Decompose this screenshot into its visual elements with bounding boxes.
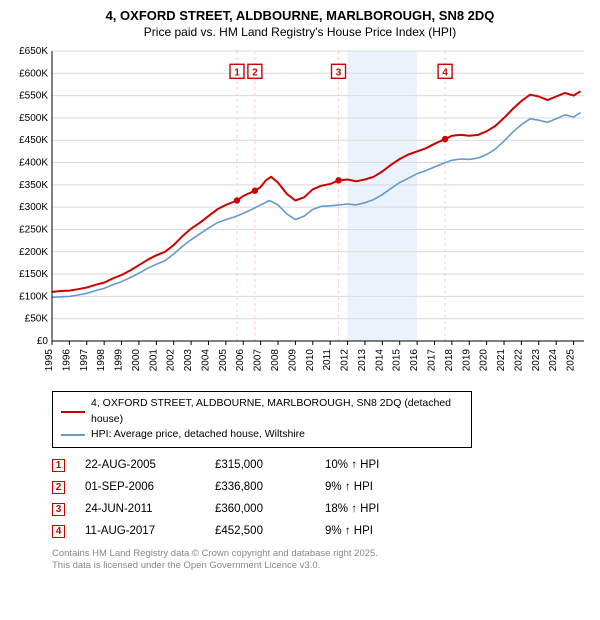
sales-row: 3 24-JUN-2011 £360,000 18% ↑ HPI bbox=[52, 498, 590, 520]
sale-marker-icon: 2 bbox=[52, 481, 65, 494]
footnote: Contains HM Land Registry data © Crown c… bbox=[52, 548, 590, 573]
sale-diff: 9% ↑ HPI bbox=[325, 481, 415, 493]
svg-text:2020: 2020 bbox=[479, 348, 490, 371]
svg-text:2003: 2003 bbox=[183, 348, 194, 371]
sales-row: 2 01-SEP-2006 £336,800 9% ↑ HPI bbox=[52, 476, 590, 498]
svg-text:£350K: £350K bbox=[19, 180, 48, 191]
svg-text:2018: 2018 bbox=[444, 348, 455, 371]
svg-text:£300K: £300K bbox=[19, 202, 48, 213]
svg-text:4: 4 bbox=[442, 67, 448, 78]
svg-text:2022: 2022 bbox=[513, 348, 524, 371]
footnote-line1: Contains HM Land Registry data © Crown c… bbox=[52, 548, 590, 560]
svg-text:2023: 2023 bbox=[531, 348, 542, 371]
svg-text:2: 2 bbox=[252, 67, 258, 78]
sale-date: 11-AUG-2017 bbox=[85, 525, 195, 537]
svg-text:£100K: £100K bbox=[19, 291, 48, 302]
svg-text:2014: 2014 bbox=[374, 348, 385, 371]
svg-text:2000: 2000 bbox=[131, 348, 142, 371]
legend: 4, OXFORD STREET, ALDBOURNE, MARLBOROUGH… bbox=[52, 391, 472, 448]
legend-swatch-hpi bbox=[61, 434, 85, 436]
svg-text:2001: 2001 bbox=[148, 348, 159, 371]
sale-date: 22-AUG-2005 bbox=[85, 459, 195, 471]
svg-text:2013: 2013 bbox=[357, 348, 368, 371]
svg-text:2010: 2010 bbox=[305, 348, 316, 371]
svg-text:£450K: £450K bbox=[19, 135, 48, 146]
footnote-line2: This data is licensed under the Open Gov… bbox=[52, 560, 590, 572]
svg-text:2006: 2006 bbox=[235, 348, 246, 371]
sales-table: 1 22-AUG-2005 £315,000 10% ↑ HPI 2 01-SEP-200… bbox=[52, 454, 590, 542]
svg-text:£650K: £650K bbox=[19, 46, 48, 57]
svg-text:3: 3 bbox=[336, 67, 342, 78]
sale-marker-icon: 3 bbox=[52, 503, 65, 516]
svg-text:2002: 2002 bbox=[166, 348, 177, 371]
legend-row-hpi: HPI: Average price, detached house, Wilt… bbox=[61, 427, 463, 443]
svg-text:1: 1 bbox=[234, 67, 240, 78]
svg-text:2004: 2004 bbox=[200, 348, 211, 371]
svg-text:2021: 2021 bbox=[496, 348, 507, 371]
legend-row-property: 4, OXFORD STREET, ALDBOURNE, MARLBOROUGH… bbox=[61, 396, 463, 428]
svg-text:2011: 2011 bbox=[322, 348, 333, 370]
svg-text:2016: 2016 bbox=[409, 348, 420, 371]
sale-price: £452,500 bbox=[215, 525, 305, 537]
chart-title-line2: Price paid vs. HM Land Registry's House … bbox=[10, 25, 590, 39]
legend-label-property: 4, OXFORD STREET, ALDBOURNE, MARLBOROUGH… bbox=[91, 396, 463, 428]
svg-text:2015: 2015 bbox=[392, 348, 403, 371]
sale-date: 01-SEP-2006 bbox=[85, 481, 195, 493]
svg-text:1997: 1997 bbox=[79, 348, 90, 371]
sale-marker-icon: 1 bbox=[52, 459, 65, 472]
legend-swatch-property bbox=[61, 411, 85, 413]
svg-text:£150K: £150K bbox=[19, 269, 48, 280]
svg-text:£550K: £550K bbox=[19, 91, 48, 102]
chart-area: £0 £50K £100K £150K £200K £250K £300K £350K £400… bbox=[10, 45, 590, 385]
svg-text:1998: 1998 bbox=[96, 348, 107, 371]
svg-text:1999: 1999 bbox=[114, 348, 125, 371]
svg-text:£200K: £200K bbox=[19, 247, 48, 258]
sale-price: £315,000 bbox=[215, 459, 305, 471]
sales-row: 1 22-AUG-2005 £315,000 10% ↑ HPI bbox=[52, 454, 590, 476]
svg-text:2012: 2012 bbox=[340, 348, 351, 371]
svg-text:2024: 2024 bbox=[548, 348, 559, 371]
line-chart-svg: £0 £50K £100K £150K £200K £250K £300K £350K £400… bbox=[10, 45, 590, 385]
chart-title-line1: 4, OXFORD STREET, ALDBOURNE, MARLBOROUGH… bbox=[10, 8, 590, 25]
svg-text:1996: 1996 bbox=[61, 348, 72, 371]
svg-text:2005: 2005 bbox=[218, 348, 229, 371]
sale-diff: 10% ↑ HPI bbox=[325, 459, 415, 471]
sale-diff: 18% ↑ HPI bbox=[325, 503, 415, 515]
svg-text:2007: 2007 bbox=[253, 348, 264, 371]
svg-text:1995: 1995 bbox=[44, 348, 55, 371]
svg-text:2017: 2017 bbox=[426, 348, 437, 371]
sale-diff: 9% ↑ HPI bbox=[325, 525, 415, 537]
svg-text:£400K: £400K bbox=[19, 157, 48, 168]
sale-marker-icon: 4 bbox=[52, 525, 65, 538]
legend-label-hpi: HPI: Average price, detached house, Wilt… bbox=[91, 427, 305, 443]
sale-price: £360,000 bbox=[215, 503, 305, 515]
svg-text:2008: 2008 bbox=[270, 348, 281, 371]
svg-text:£0: £0 bbox=[37, 336, 49, 347]
svg-text:£50K: £50K bbox=[25, 314, 49, 325]
svg-text:£600K: £600K bbox=[19, 68, 48, 79]
sale-price: £336,800 bbox=[215, 481, 305, 493]
sale-date: 24-JUN-2011 bbox=[85, 503, 195, 515]
svg-text:2009: 2009 bbox=[287, 348, 298, 371]
svg-text:2019: 2019 bbox=[461, 348, 472, 371]
sales-row: 4 11-AUG-2017 £452,500 9% ↑ HPI bbox=[52, 520, 590, 542]
svg-text:£500K: £500K bbox=[19, 113, 48, 124]
svg-text:2025: 2025 bbox=[566, 348, 577, 371]
svg-text:£250K: £250K bbox=[19, 224, 48, 235]
